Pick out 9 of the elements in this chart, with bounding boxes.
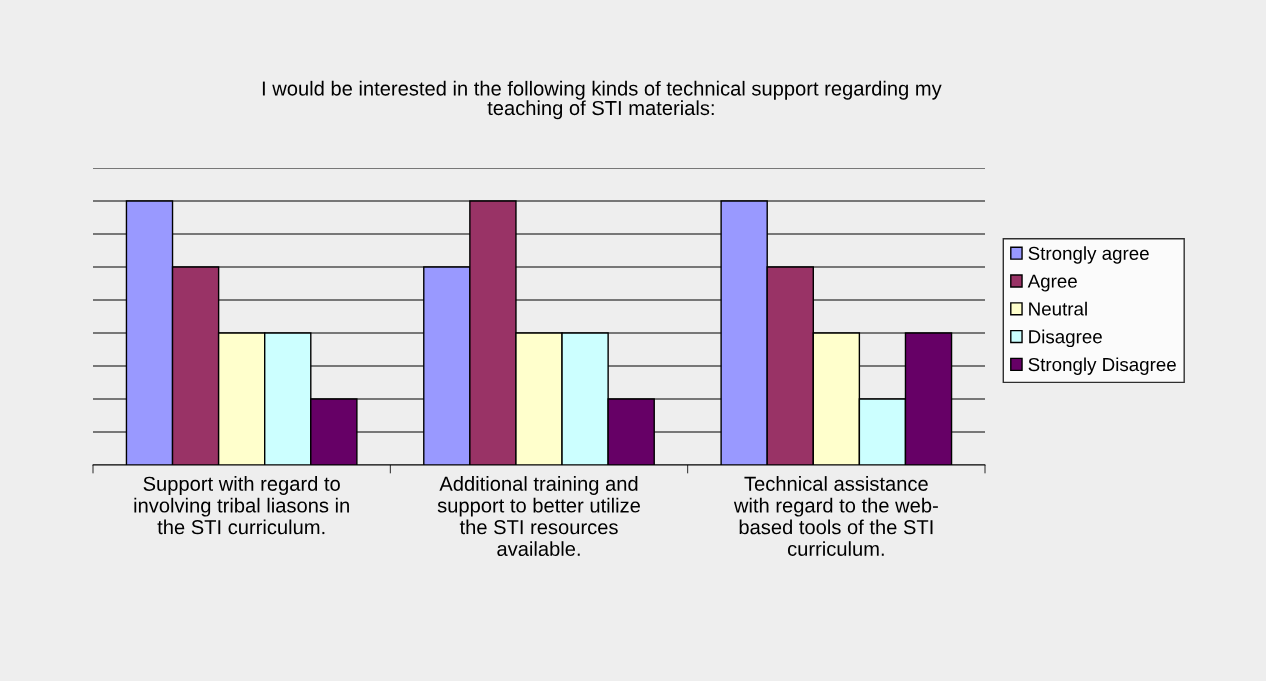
legend-label: Disagree: [1029, 329, 1102, 348]
legend-label: Neutral: [1029, 301, 1087, 316]
x-tick-label: Technical assistance with regard to the web- based tools of the STI curriculum.: [733, 476, 938, 556]
legend-label: Strongly Disagree: [1028, 357, 1176, 375]
legend-label: Agree: [1027, 274, 1077, 292]
x-tick-label: Additional training and support to better utilize the STI resources available.: [437, 476, 640, 556]
chart-title: I would be interested in the following kinds of technical support regarding my teaching of STI materials:: [262, 80, 942, 120]
legend-label: Strongly agree: [1028, 246, 1149, 264]
x-tick-label: Support with regard to involving tribal liasons in the STI curriculum.: [134, 476, 349, 535]
